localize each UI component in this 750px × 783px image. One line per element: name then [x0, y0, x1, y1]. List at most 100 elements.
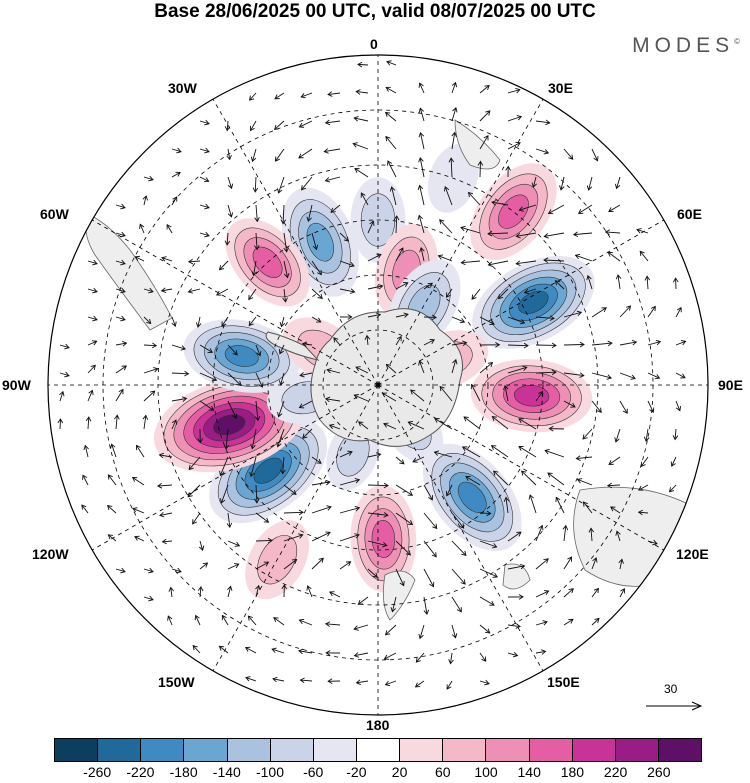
wind-arrow: [168, 586, 175, 598]
wind-arrow: [195, 316, 202, 328]
lon-label-0: 0: [370, 36, 378, 52]
wind-arrow: [339, 477, 361, 486]
wind-arrow: [143, 367, 159, 374]
wind-arrow: [171, 567, 182, 574]
wind-arrow: [591, 587, 599, 598]
wind-arrow: [386, 60, 397, 66]
wind-arrow: [395, 282, 409, 290]
wind-arrow: [283, 484, 297, 495]
meridian-line: [377, 219, 664, 386]
wind-arrow: [487, 230, 509, 237]
anomaly-layer: [153, 143, 595, 600]
wind-arrow: [367, 482, 389, 489]
wind-arrow: [251, 260, 257, 277]
wind-arrow: [582, 428, 593, 440]
wind-arrow: [328, 423, 341, 430]
wind-arrow: [187, 258, 201, 265]
wind-arrow: [299, 372, 313, 378]
wind-arrow: [171, 344, 186, 351]
wind-arrow: [591, 307, 607, 318]
colorbar-cell: [529, 739, 573, 761]
wind-arrow: [451, 131, 457, 150]
wind-arrow: [451, 340, 468, 347]
wind-arrow: [298, 618, 313, 626]
wind-arrow: [535, 590, 550, 598]
south-africa-coastline: [454, 119, 501, 170]
wind-arrow: [83, 444, 89, 458]
wind-arrow: [451, 358, 458, 374]
wind-arrow: [324, 396, 341, 403]
wind-arrow: [142, 195, 148, 206]
wind-arrow: [479, 362, 494, 374]
latitude-circle: [212, 219, 544, 551]
wind-arrow: [423, 484, 433, 501]
wind-arrow: [479, 568, 499, 578]
wind-arrow: [418, 624, 425, 640]
wind-arrow: [324, 621, 341, 627]
wind-arrow: [423, 596, 430, 615]
colorbar-cell: [615, 739, 659, 761]
wind-arrow: [224, 120, 231, 132]
wind-arrow: [302, 428, 313, 439]
wind-arrow: [87, 315, 98, 322]
lon-label-60w: 60W: [40, 206, 69, 222]
wind-arrow: [277, 400, 285, 418]
wind-arrow: [535, 315, 555, 321]
wind-arrow: [572, 231, 593, 238]
wind-arrow: [547, 204, 565, 215]
wind-arrow: [423, 282, 434, 290]
wind-arrow: [395, 456, 405, 465]
wind-arrow: [385, 363, 397, 374]
wind-arrow: [523, 288, 537, 295]
wind-arrow: [161, 256, 173, 262]
wind-arrow: [563, 310, 583, 318]
wind-arrow: [507, 142, 521, 150]
wind-arrow: [451, 107, 458, 122]
wind-arrow: [166, 223, 173, 234]
wind-arrow: [143, 390, 156, 402]
wind-arrow: [197, 428, 203, 444]
wind-arrow: [493, 470, 509, 486]
wind-arrow: [383, 422, 397, 430]
wind-arrow: [353, 116, 369, 122]
wind-arrow: [591, 340, 613, 347]
wind-arrow: [283, 533, 304, 542]
wind-arrow: [250, 120, 257, 132]
wind-arrow: [460, 259, 481, 266]
wind-arrow: [591, 148, 599, 162]
wind-arrow: [418, 107, 425, 122]
colorbar-cell: [55, 739, 99, 761]
wind-arrow: [647, 539, 658, 546]
colorbar-cell: [400, 739, 444, 761]
wind-arrow: [248, 288, 257, 301]
wind-arrow: [300, 176, 313, 191]
wind-arrow: [439, 219, 453, 234]
wind-arrow: [448, 652, 454, 665]
wind-arrow: [608, 204, 621, 213]
wind-arrow: [115, 287, 126, 294]
wind-arrow: [395, 335, 402, 346]
wind-arrow: [591, 372, 612, 380]
wind-arrow: [367, 253, 382, 262]
wind-arrow: [544, 449, 565, 458]
wind-arrow: [384, 624, 397, 636]
wind-arrow: [339, 314, 353, 320]
wind-arrow: [59, 343, 70, 350]
wind-arrow: [423, 314, 437, 321]
wind-arrow: [395, 512, 414, 525]
wind-arrow: [367, 452, 382, 458]
wind-arrow: [638, 484, 649, 491]
colorbar-tick-label: -20: [346, 764, 367, 780]
wind-arrow: [311, 260, 322, 276]
wind-arrow: [614, 428, 621, 443]
wind-arrow: [528, 494, 537, 514]
wind-arrow: [387, 160, 397, 178]
wind-arrow: [535, 148, 550, 155]
wind-arrow: [395, 312, 409, 318]
wind-arrow: [298, 148, 313, 159]
wind-arrow: [439, 385, 453, 402]
wind-arrow: [619, 400, 628, 415]
wind-arrow: [521, 470, 537, 486]
meridian-line: [212, 384, 379, 671]
wind-arrow: [604, 229, 621, 235]
